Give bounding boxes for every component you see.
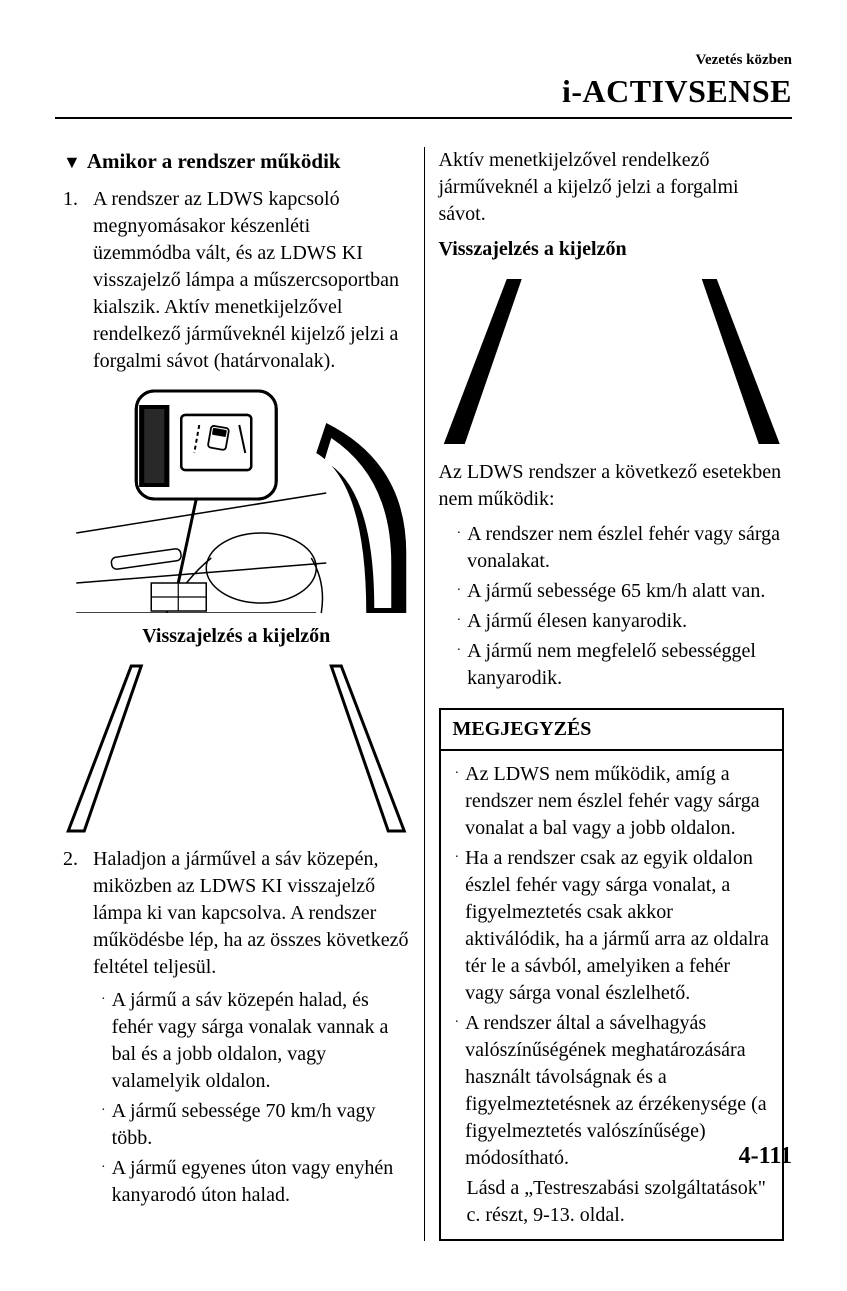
list-item: · Ha a rendszer csak az egyik oldalon és… (455, 845, 771, 1007)
note-box: MEGJEGYZÉS · Az LDWS nem működik, amíg a… (439, 708, 785, 1241)
bullet-icon: · (455, 761, 460, 842)
list-item: · A jármű élesen kanyarodik. (457, 608, 785, 635)
header-small: Vezetés közben (55, 50, 792, 70)
right-column: Aktív menetkijelzővel rendelkező járműve… (424, 147, 793, 1241)
item-text: Haladjon a járművel a sáv közepén, miköz… (93, 846, 410, 981)
bullet-icon: · (101, 1155, 106, 1209)
note-body: · Az LDWS nem működik, amíg a rendszer n… (441, 751, 783, 1239)
lane-right-outline (331, 666, 404, 831)
bullet-icon: · (457, 608, 462, 635)
item-number: 2. (63, 846, 83, 981)
item-text: A rendszer az LDWS kapcsoló megnyomásako… (93, 186, 410, 375)
list-item: · A jármű egyenes úton vagy enyhén kanya… (101, 1155, 410, 1209)
list-item: 1. A rendszer az LDWS kapcsoló megnyomás… (63, 186, 410, 375)
triangle-icon: ▼ (63, 150, 81, 174)
bullet-text: A jármű a sáv közepén halad, és fehér va… (112, 987, 410, 1095)
page-number: 4-111 (739, 1140, 792, 1172)
bullet-icon: · (457, 638, 462, 692)
bullet-text: A rendszer nem észlel fehér vagy sárga v… (467, 521, 784, 575)
list-item: · A jármű nem megfelelő sebességgel kany… (457, 638, 785, 692)
bullet-icon: · (457, 578, 462, 605)
lane-solid-diagram (439, 269, 785, 449)
list-item: · A jármű sebessége 65 km/h alatt van. (457, 578, 785, 605)
bullet-text: Az LDWS nem működik, amíg a rendszer nem… (465, 761, 770, 842)
bullet-icon: · (101, 1098, 106, 1152)
intro-paragraph: Aktív menetkijelzővel rendelkező járműve… (439, 147, 785, 228)
bullet-list-right: · A rendszer nem észlel fehér vagy sárga… (439, 521, 785, 692)
bullet-icon: · (455, 1010, 460, 1172)
bullet-text: A jármű sebessége 65 km/h alatt van. (467, 578, 784, 605)
bullet-icon: · (457, 521, 462, 575)
list-item: · A jármű a sáv közepén halad, és fehér … (101, 987, 410, 1095)
item-number: 1. (63, 186, 83, 375)
display-feedback-heading-right: Visszajelzés a kijelzőn (439, 236, 785, 263)
lane-right-solid (701, 279, 779, 444)
bullet-text: A jármű nem megfelelő sebességgel kanyar… (467, 638, 784, 692)
section-title: ▼ Amikor a rendszer működik (63, 147, 410, 175)
dashboard-illustration (63, 383, 410, 613)
note-reference: Lásd a „Testreszabási szolgáltatások" c.… (453, 1175, 771, 1229)
list-item: · A jármű sebessége 70 km/h vagy több. (101, 1098, 410, 1152)
list-item: · A rendszer által a sávelhagyás valószí… (455, 1010, 771, 1172)
header-big: i-ACTIVSENSE (55, 70, 792, 113)
page-header: Vezetés közben i-ACTIVSENSE (55, 50, 792, 119)
display-feedback-heading-left: Visszajelzés a kijelzőn (63, 623, 410, 650)
section-title-text: Amikor a rendszer működik (87, 147, 341, 175)
list-item: · Az LDWS nem működik, amíg a rendszer n… (455, 761, 771, 842)
list-item: · A rendszer nem észlel fehér vagy sárga… (457, 521, 785, 575)
left-column: ▼ Amikor a rendszer működik 1. A rendsze… (55, 147, 424, 1241)
bullet-icon: · (101, 987, 106, 1095)
bullet-list-left: · A jármű a sáv közepén halad, és fehér … (63, 987, 410, 1209)
lane-left-solid (443, 279, 521, 444)
lane-outline-diagram (63, 656, 410, 836)
bullet-icon: · (455, 845, 460, 1007)
bullet-text: Ha a rendszer csak az egyik oldalon észl… (465, 845, 770, 1007)
bullet-text: A jármű sebessége 70 km/h vagy több. (112, 1098, 410, 1152)
bullet-text: A rendszer által a sávelhagyás valószínű… (465, 1010, 770, 1172)
list-item: 2. Haladjon a járművel a sáv közepén, mi… (63, 846, 410, 981)
lane-left-outline (68, 666, 141, 831)
bullet-text: A jármű élesen kanyarodik. (467, 608, 784, 635)
bullet-text: A jármű egyenes úton vagy enyhén kanyaro… (112, 1155, 410, 1209)
note-title: MEGJEGYZÉS (441, 710, 783, 751)
not-working-intro: Az LDWS rendszer a következő esetekben n… (439, 459, 785, 513)
